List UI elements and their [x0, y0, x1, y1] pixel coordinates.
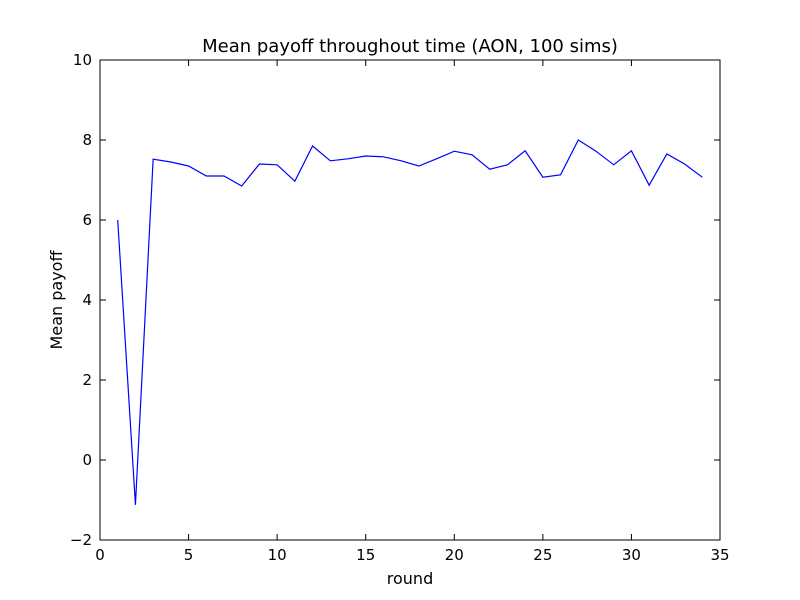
y-tick-label: 4	[82, 291, 92, 309]
y-tick-label: −2	[70, 531, 92, 549]
y-axis-label: Mean payoff	[47, 250, 66, 350]
y-tick-label: 0	[82, 451, 92, 469]
y-tick-label: 6	[82, 211, 92, 229]
y-tick-label: 8	[82, 131, 92, 149]
x-tick-label: 30	[622, 546, 641, 564]
x-tick-label: 20	[445, 546, 464, 564]
x-tick-label: 10	[268, 546, 287, 564]
series-line	[117, 139, 703, 505]
x-tick-label: 0	[95, 546, 105, 564]
x-tick-label: 15	[356, 546, 375, 564]
x-axis-label: round	[387, 569, 433, 588]
x-tick-label: 25	[533, 546, 552, 564]
x-tick-label: 5	[184, 546, 194, 564]
y-tick-label: 2	[82, 371, 92, 389]
y-tick-label: 10	[73, 51, 92, 69]
chart-title: Mean payoff throughout time (AON, 100 si…	[202, 36, 618, 57]
x-tick-label: 35	[710, 546, 729, 564]
